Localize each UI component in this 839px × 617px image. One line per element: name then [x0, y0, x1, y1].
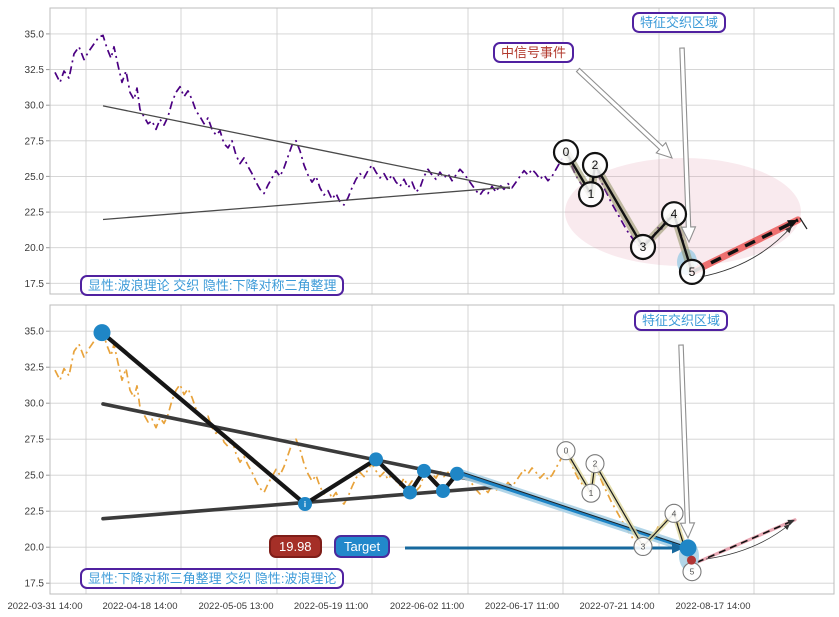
swing-line-panel2: [99, 330, 460, 507]
svg-text:2: 2: [592, 158, 599, 172]
svg-text:30.0: 30.0: [25, 101, 45, 112]
x-axis-labels: 2022-03-31 14:00 2022-04-18 14:00 2022-05-…: [7, 601, 750, 612]
panel1-caption: 显性:波浪理论 交织 隐性:下降对称三角整理: [80, 275, 345, 296]
panel-frame: [49, 7, 835, 295]
svg-text:2022-06-17 11:00: 2022-06-17 11:00: [485, 601, 559, 612]
svg-text:2: 2: [593, 459, 598, 469]
svg-text:4: 4: [672, 508, 677, 518]
svg-text:1: 1: [588, 187, 595, 201]
svg-text:0: 0: [564, 446, 569, 456]
svg-text:20.0: 20.0: [25, 243, 45, 254]
target-point: [679, 539, 697, 557]
svg-text:22.5: 22.5: [25, 507, 45, 518]
svg-text:32.5: 32.5: [25, 65, 45, 76]
convergence-panel2: [454, 468, 690, 552]
target-price-badge: 19.98: [269, 535, 322, 558]
target-badge: Target: [334, 535, 391, 558]
projection-panel2: [695, 518, 797, 564]
svg-text:35.0: 35.0: [25, 29, 45, 40]
panel-grid: 17.5 20.0 22.5 25.0 27.5 30.0 32.5 35.0: [25, 305, 834, 594]
svg-text:32.5: 32.5: [25, 363, 45, 374]
hollow-arrows-panel1: [575, 47, 697, 244]
svg-text:2022-07-21 14:00: 2022-07-21 14:00: [579, 601, 654, 612]
svg-text:25.0: 25.0: [25, 172, 45, 183]
wave-circles-panel1: 0 1 2 3 4 5: [552, 139, 706, 286]
svg-text:2022-05-05 13:00: 2022-05-05 13:00: [198, 601, 273, 612]
svg-text:35.0: 35.0: [25, 327, 45, 338]
svg-text:3: 3: [640, 240, 647, 254]
panel2-caption: 显性:下降对称三角整理 交织 隐性:波浪理论: [80, 568, 345, 589]
svg-text:22.5: 22.5: [25, 208, 45, 219]
svg-text:0: 0: [563, 145, 570, 159]
svg-text:17.5: 17.5: [25, 279, 45, 290]
svg-text:1: 1: [589, 488, 594, 498]
hollow-arrow-panel2: [678, 344, 696, 540]
svg-text:4: 4: [671, 207, 678, 221]
triangle-panel1: [102, 105, 511, 221]
svg-text:2022-03-31 14:00: 2022-03-31 14:00: [7, 601, 82, 612]
projection-panel1: [690, 216, 808, 278]
svg-text:3: 3: [641, 541, 646, 551]
feature-zone-label-top: 特征交织区域: [632, 12, 727, 33]
svg-text:5: 5: [689, 265, 696, 279]
svg-text:2022-06-02 11:00: 2022-06-02 11:00: [390, 601, 464, 612]
svg-text:17.5: 17.5: [25, 579, 45, 590]
wave-circles-panel2: 0 1 2 3 4 5: [556, 441, 702, 582]
svg-text:27.5: 27.5: [25, 136, 45, 147]
svg-text:2022-04-18 14:00: 2022-04-18 14:00: [102, 601, 177, 612]
price-line-panel1: [54, 34, 699, 273]
svg-text:2022-08-17 14:00: 2022-08-17 14:00: [675, 601, 750, 612]
svg-text:2022-05-19 11:00: 2022-05-19 11:00: [294, 601, 368, 612]
svg-text:5: 5: [690, 567, 695, 577]
svg-text:30.0: 30.0: [25, 399, 45, 410]
swing-markers-panel2: i: [93, 324, 464, 512]
panel-frame: [49, 304, 835, 595]
signal-event-label: 中信号事件: [493, 42, 575, 63]
svg-text:27.5: 27.5: [25, 435, 45, 446]
red-dot: [687, 555, 696, 565]
target-arrow: [405, 542, 684, 554]
svg-text:i: i: [304, 500, 306, 509]
svg-text:20.0: 20.0: [25, 543, 45, 554]
svg-text:25.0: 25.0: [25, 471, 45, 482]
feature-zone-label-bottom: 特征交织区域: [634, 310, 729, 331]
